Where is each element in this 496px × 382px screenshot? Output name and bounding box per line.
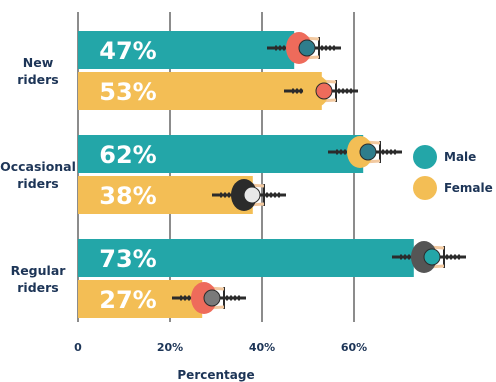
male-bar-label: 73% [99, 245, 156, 273]
cyclist-female-icon [212, 179, 286, 211]
female-bar-label: 38% [99, 182, 156, 210]
category-labels: New riders Occasional riders Regular riders [0, 55, 76, 295]
rider-helmet [359, 143, 377, 161]
x-tick-label: 0 [74, 341, 82, 354]
legend-swatch [413, 145, 437, 169]
category-label: New riders [17, 55, 58, 87]
rider-helmet [315, 82, 333, 100]
category-label-line: riders [17, 280, 58, 295]
x-tick-labels: 0 20% 40% 60% [74, 341, 367, 354]
cyclist-male-icon [392, 241, 466, 273]
category-label-line: riders [17, 176, 58, 191]
female-bar [78, 72, 322, 110]
rider-helmet [243, 186, 261, 204]
category-label-line: New [23, 55, 54, 70]
cyclist-male-icon [328, 136, 402, 168]
category-label-line: Occasional [0, 159, 76, 174]
male-bar-label: 47% [99, 37, 156, 65]
cyclist-female-icon [284, 75, 358, 107]
legend: Male Female [413, 145, 493, 200]
category-label-line: riders [17, 72, 58, 87]
bars: 47% 62% 73% 53% 38% 27% [78, 31, 414, 318]
male-bar [78, 31, 295, 69]
male-bar [78, 239, 414, 277]
x-tick-label: 40% [249, 341, 275, 354]
cyclist-male-icon [267, 32, 341, 64]
female-bar-label: 53% [99, 78, 156, 106]
legend-label: Male [444, 150, 476, 164]
male-bar-label: 62% [99, 141, 156, 169]
x-axis-title: Percentage [177, 368, 254, 382]
rider-helmet [203, 289, 221, 307]
male-bar [78, 135, 364, 173]
rider-helmet [423, 248, 441, 266]
female-bar-label: 27% [99, 286, 156, 314]
x-tick-label: 60% [341, 341, 367, 354]
rider-helmet [298, 39, 316, 57]
category-label: Occasional riders [0, 159, 76, 191]
cyclist-icons [172, 32, 466, 314]
cyclist-female-icon [172, 282, 246, 314]
x-tick-label: 20% [157, 341, 183, 354]
legend-swatch [413, 176, 437, 200]
category-label-line: Regular [11, 263, 67, 278]
legend-label: Female [444, 181, 493, 195]
category-label: Regular riders [11, 263, 67, 295]
